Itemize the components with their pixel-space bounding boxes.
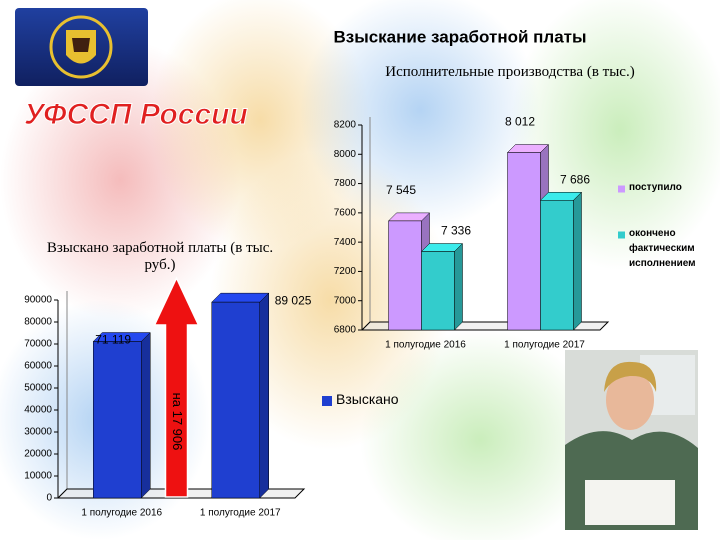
value-label: 71 119 [95,333,131,347]
slide-title: Взыскание заработной платы [333,27,586,46]
bar-top [211,292,270,303]
legend-label: поступило [629,182,682,193]
x-tick-label: 1 полугодие 2016 [385,340,466,351]
y-tick-label: 20000 [24,449,52,460]
bar-group [539,191,583,331]
legend-label: окончено фактическим исполнением [629,228,696,269]
y-tick-label: 7000 [334,295,357,306]
y-tick-label: 7600 [334,207,357,218]
bar [507,152,541,331]
bar [93,341,142,499]
bar-side [259,292,269,499]
logo-text: УФССП России [24,98,248,131]
photo [565,350,698,530]
bar [211,301,260,499]
value-label: 7 545 [386,183,416,197]
logo [15,8,148,86]
chart-title: Исполнительные производства (в тыс.) [385,64,635,80]
y-tick-label: 40000 [24,405,52,416]
y-tick-label: 30000 [24,427,52,438]
annotation: на 17 906 [170,393,185,451]
bar-group [92,331,151,499]
x-tick-label: 1 полугодие 2016 [81,508,162,519]
y-tick-label: 6800 [334,325,357,336]
bar [388,220,422,331]
y-tick-label: 90000 [24,295,52,306]
y-tick-label: 0 [46,493,52,504]
bar-side [573,191,582,331]
y-tick-label: 80000 [24,317,52,328]
x-tick-label: 1 полугодие 2017 [504,340,585,351]
value-label: 89 025 [275,293,312,307]
legend-swatch [618,185,625,193]
bar-group [506,143,550,331]
value-label: 7 686 [560,172,590,186]
value-label: 7 336 [441,224,471,238]
chart-title: Взыскано заработной платы (в тыс. руб.) [46,240,274,273]
y-tick-label: 7400 [334,237,357,248]
y-tick-label: 70000 [24,339,52,350]
value-label: 8 012 [505,115,535,129]
y-tick-label: 7800 [334,178,357,189]
y-tick-label: 8200 [334,120,357,131]
bar-group [420,242,464,331]
legend-label: Взыскано [336,391,399,407]
legend-swatch [618,231,625,239]
y-tick-label: 10000 [24,471,52,482]
annotation-arrow [153,276,200,498]
bar [421,251,455,331]
bar-group [211,292,270,499]
bar [540,200,574,331]
y-tick-label: 8000 [334,149,357,160]
x-tick-label: 1 полугодие 2017 [200,508,281,519]
bar-side [141,331,151,499]
legend-swatch [322,396,332,406]
y-tick-label: 60000 [24,361,52,372]
y-tick-label: 7200 [334,266,357,277]
y-tick-label: 50000 [24,383,52,394]
bar-side [454,242,463,331]
